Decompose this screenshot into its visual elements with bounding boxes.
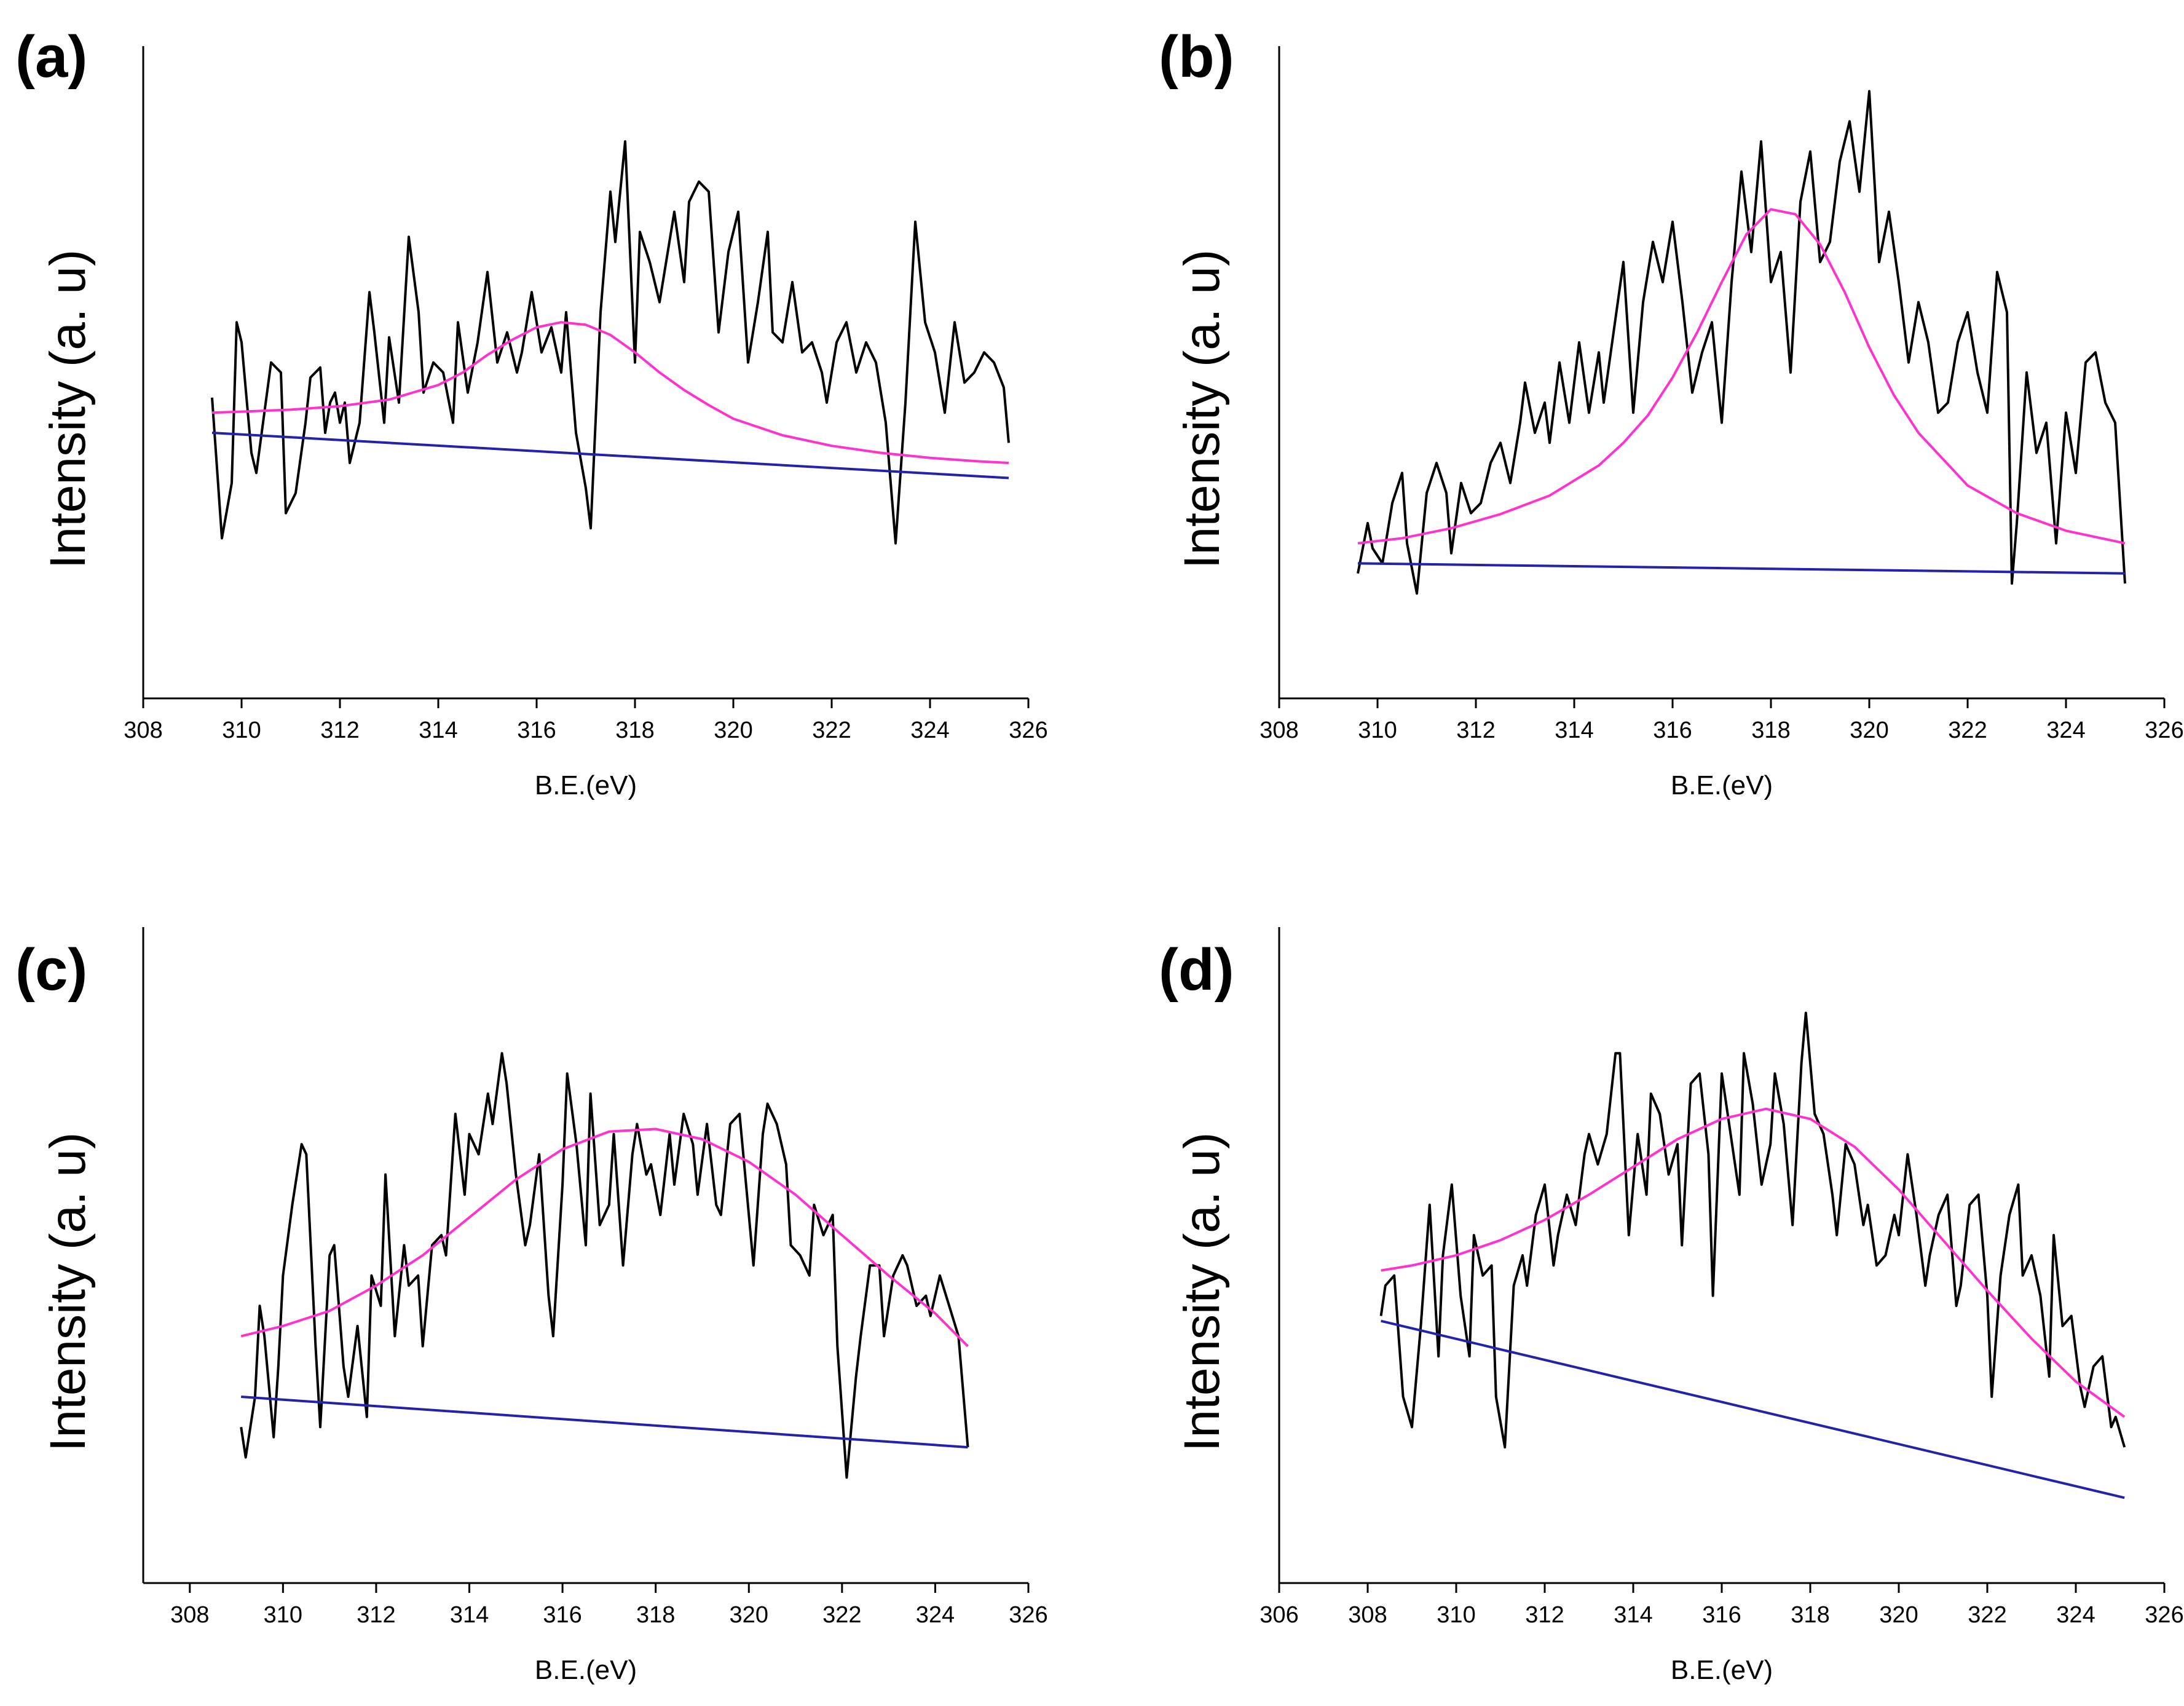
x-tick-label: 326: [1009, 1602, 1047, 1628]
baseline-line: [1357, 562, 2126, 575]
panel-label: (a): [15, 24, 87, 90]
x-tick-label: 310: [1358, 717, 1397, 743]
x-tick-label: 314: [1555, 717, 1593, 743]
panel-1: 308 310 312 314 316 318 320 322 324 326 B.E.(eV) In…: [15, 24, 1048, 800]
x-tick-label: 316: [1653, 717, 1692, 743]
x-tick-label: 308: [170, 1602, 209, 1628]
panel-4: 306 308 310 312 314 316 318 320 322 324 326 B.E.(eV…: [1159, 927, 2184, 1685]
x-tick-label: 308: [124, 717, 162, 743]
x-tick-label: 320: [714, 717, 752, 743]
x-tick-label: 316: [1702, 1602, 1741, 1628]
panel-label: (b): [1159, 24, 1234, 90]
y-axis-title: Intensity (a. u): [1174, 250, 1230, 569]
x-tick-label: 314: [1614, 1602, 1652, 1628]
x-tick-label: 318: [1791, 1602, 1829, 1628]
fitted-peak-curve: [211, 321, 1009, 464]
y-axis-title: Intensity (a. u): [40, 1132, 96, 1452]
x-tick-label: 326: [2145, 1602, 2183, 1628]
panel-2: 308 310 312 314 316 318 320 322 324 326 B.E.(eV) In…: [1159, 24, 2184, 800]
x-tick-label: 310: [264, 1602, 302, 1628]
x-tick-label: 316: [517, 717, 556, 743]
x-tick-label: 318: [1751, 717, 1790, 743]
x-tick-label: 326: [2145, 717, 2183, 743]
x-tick-label: 318: [615, 717, 654, 743]
x-axis-title: B.E.(eV): [1671, 1655, 1773, 1685]
x-tick-label: 322: [822, 1602, 861, 1628]
fitted-peak-curve: [1357, 208, 2126, 545]
x-tick-label: 320: [1850, 717, 1888, 743]
x-tick-label: 318: [636, 1602, 675, 1628]
raw-spectrum-line: [1379, 1011, 2126, 1449]
x-tick-label: 324: [916, 1602, 955, 1628]
x-tick-label: 312: [1525, 1602, 1564, 1628]
x-tick-label: 324: [910, 717, 949, 743]
x-tick-label: 320: [1879, 1602, 1918, 1628]
x-tick-label: 322: [1948, 717, 1987, 743]
x-tick-label: 310: [222, 717, 261, 743]
x-tick-label: 310: [1437, 1602, 1475, 1628]
x-tick-label: 316: [543, 1602, 581, 1628]
panel-3: 308 310 312 314 316 318 320 322 324 326 B.E.(eV) In…: [15, 927, 1048, 1685]
y-axis-title: Intensity (a. u): [1174, 1132, 1230, 1452]
x-tick-label: 306: [1260, 1602, 1298, 1628]
fitted-peak-curve: [240, 1127, 969, 1348]
x-tick-label: 324: [2056, 1602, 2095, 1628]
x-axis-title: B.E.(eV): [1671, 770, 1773, 800]
raw-spectrum-line: [211, 140, 1010, 545]
baseline-line: [241, 1396, 968, 1449]
baseline-line: [211, 432, 1009, 480]
y-axis-title: Intensity (a. u): [40, 250, 96, 569]
x-tick-label: 308: [1260, 717, 1298, 743]
x-tick-label: 308: [1348, 1602, 1387, 1628]
baseline-line: [1381, 1319, 2125, 1499]
x-tick-label: 312: [320, 717, 359, 743]
panel-label: (c): [15, 937, 87, 1003]
x-tick-label: 322: [812, 717, 851, 743]
raw-spectrum-line: [240, 1052, 969, 1479]
x-tick-label: 314: [450, 1602, 489, 1628]
x-tick-label: 312: [1456, 717, 1495, 743]
fitted-peak-curve: [1381, 1107, 2126, 1418]
x-axis-title: B.E.(eV): [535, 1655, 637, 1685]
x-tick-label: 326: [1009, 717, 1047, 743]
x-tick-label: 322: [1968, 1602, 2006, 1628]
panel-label: (d): [1159, 937, 1234, 1003]
x-tick-label: 314: [419, 717, 457, 743]
raw-spectrum-line: [1357, 90, 2126, 595]
x-tick-label: 312: [357, 1602, 395, 1628]
x-axis-title: B.E.(eV): [535, 770, 637, 800]
x-tick-label: 320: [730, 1602, 768, 1628]
x-tick-label: 324: [2046, 717, 2085, 743]
